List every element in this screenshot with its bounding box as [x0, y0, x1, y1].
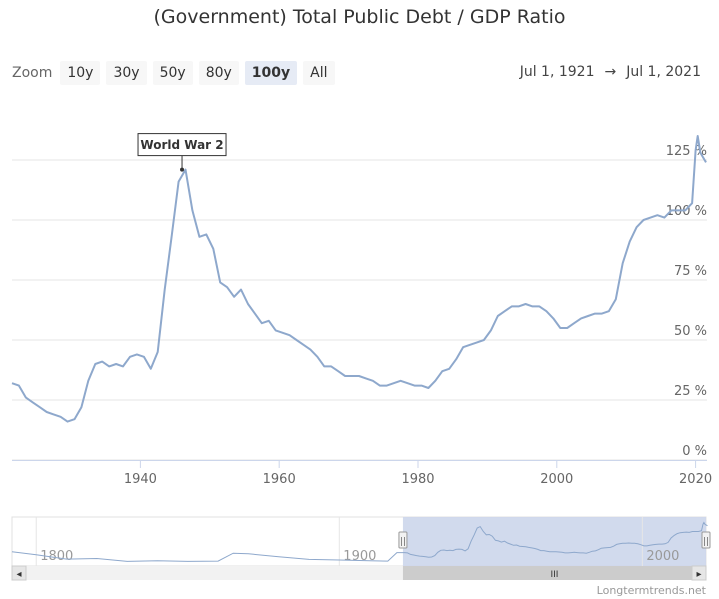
- range-to-input[interactable]: Jul 1, 2021: [626, 64, 701, 80]
- navigator-handle-left[interactable]: [398, 531, 408, 549]
- navigator-handle-right[interactable]: [701, 531, 711, 549]
- zoom-label: Zoom: [12, 65, 53, 81]
- date-range: Jul 1, 1921 → Jul 1, 2021: [520, 64, 701, 80]
- y-tick-label-75: 75 %: [674, 264, 707, 279]
- y-tick-label-0: 0 %: [682, 444, 707, 459]
- y-tick-label-25: 25 %: [674, 384, 707, 399]
- navigator-selection[interactable]: [402, 517, 706, 566]
- x-tick-label-2020: 2020: [679, 472, 712, 487]
- x-tick-label-2000: 2000: [540, 472, 573, 487]
- x-tick-label-1960: 1960: [263, 472, 296, 487]
- y-tick-label-50: 50 %: [674, 324, 707, 339]
- zoom-bar: Zoom 10y 30y 50y 80y 100y All: [12, 60, 341, 86]
- zoom-button-100y[interactable]: 100y: [244, 61, 298, 85]
- range-from-input[interactable]: Jul 1, 1921: [519, 64, 595, 80]
- series-line-debt-gdp: [11, 135, 707, 423]
- zoom-button-all[interactable]: All: [303, 61, 335, 85]
- annotation-marker: [180, 167, 185, 172]
- navigator-handle-right-grip: ||: [703, 537, 709, 547]
- navigator-line: [11, 521, 708, 562]
- annotation-box: [137, 133, 227, 157]
- navigator-handle-left-grip: ||: [400, 537, 406, 547]
- annotation-label: World War 2: [140, 138, 223, 152]
- scrollbar-right-button[interactable]: [691, 565, 707, 581]
- x-tick-label-1980: 1980: [401, 472, 434, 487]
- scroll-left-arrow-icon: ◂: [16, 569, 21, 580]
- range-arrow-icon: →: [604, 64, 617, 80]
- scrollbar-thumb[interactable]: [402, 566, 706, 580]
- scrollbar-left-button[interactable]: [11, 565, 27, 581]
- zoom-button-30y[interactable]: 30y: [106, 61, 147, 85]
- x-tick-label-1940: 1940: [124, 472, 157, 487]
- chart-title: (Government) Total Public Debt / GDP Rat…: [153, 6, 566, 28]
- scroll-right-arrow-icon: ▸: [696, 569, 701, 580]
- navigator-tick-label-1900: 1900: [343, 549, 376, 564]
- navigator-tick-label-1800: 1800: [40, 549, 73, 564]
- y-tick-label-100: 100 %: [666, 204, 707, 219]
- navigator-tick-label-2000: 2000: [646, 549, 679, 564]
- zoom-button-10y[interactable]: 10y: [60, 61, 101, 85]
- zoom-button-80y[interactable]: 80y: [198, 61, 239, 85]
- credit-link[interactable]: Longtermtrends.net: [597, 584, 707, 597]
- scrollbar-grip: III: [550, 570, 558, 580]
- zoom-button-50y[interactable]: 50y: [152, 61, 193, 85]
